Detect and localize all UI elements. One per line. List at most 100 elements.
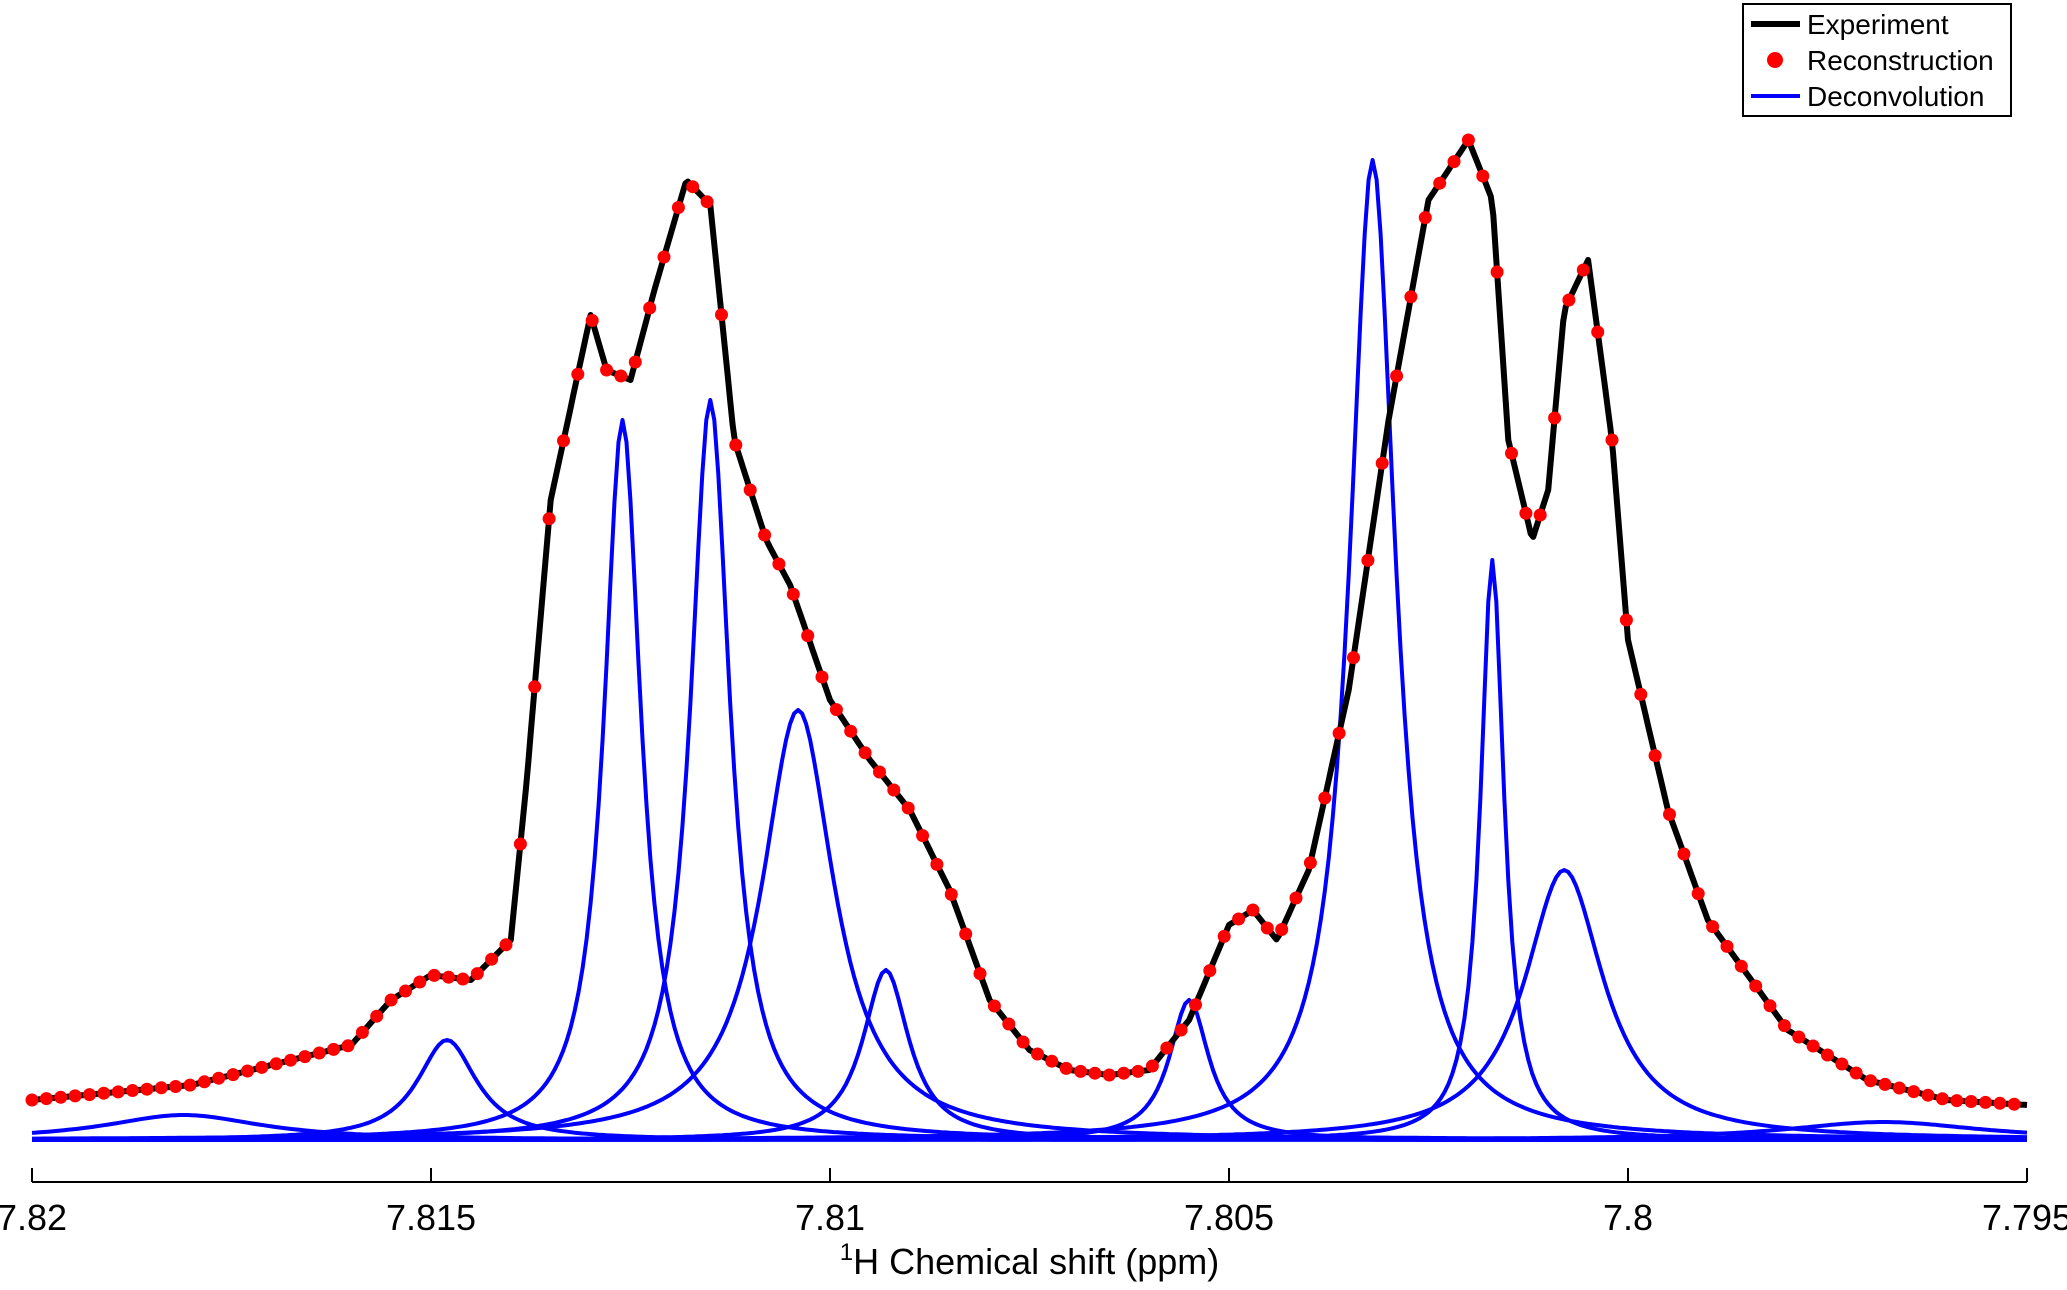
reconstruction-point-53 (772, 557, 786, 571)
reconstruction-point-128 (1849, 1066, 1863, 1080)
reconstruction-point-123 (1777, 1019, 1791, 1033)
reconstruction-point-102 (1476, 169, 1490, 183)
reconstruction-point-76 (1102, 1068, 1116, 1082)
reconstruction-point-95 (1375, 456, 1389, 470)
reconstruction-point-99 (1433, 176, 1447, 190)
reconstruction-point-5 (83, 1088, 96, 1102)
reconstruction-point-105 (1519, 506, 1533, 520)
reconstruction-point-22 (327, 1042, 341, 1056)
reconstruction-point-4 (68, 1089, 82, 1103)
reconstruction-point-59 (858, 746, 872, 760)
reconstruction-point-58 (844, 724, 858, 738)
legend: Experiment Reconstruction Deconvolution (1742, 3, 2012, 117)
reconstruction-point-32 (470, 967, 484, 981)
reconstruction-point-21 (312, 1046, 326, 1060)
reconstruction-point-94 (1361, 553, 1375, 567)
reconstruction-point-10 (154, 1081, 168, 1095)
reconstruction-point-51 (743, 483, 757, 497)
reconstruction-point-79 (1145, 1059, 1159, 1073)
reconstruction-point-112 (1619, 613, 1633, 627)
reconstruction-point-126 (1821, 1048, 1834, 1062)
x-tick-label-2: 7.815 (386, 1197, 476, 1238)
reconstruction-point-74 (1074, 1064, 1088, 1078)
reconstruction-point-36 (528, 680, 542, 694)
x-axis: 7.82 7.815 7.81 7.805 7.8 7.795 (0, 1168, 2067, 1238)
reconstruction-point-68 (987, 999, 1001, 1013)
reconstruction-point-55 (801, 629, 815, 643)
reconstruction-point-124 (1792, 1030, 1806, 1044)
reconstruction-point-65 (944, 887, 958, 901)
reconstruction-point-33 (485, 952, 499, 966)
reconstruction-point-114 (1648, 749, 1662, 763)
reconstruction-point-103 (1490, 265, 1504, 279)
reconstruction-point-86 (1246, 903, 1260, 917)
reconstruction-point-61 (887, 783, 901, 797)
reconstruction-point-18 (269, 1057, 283, 1071)
reconstruction-point-34 (499, 938, 513, 952)
legend-label-1: Experiment (1807, 9, 1949, 40)
x-tick-label-4: 7.805 (1184, 1197, 1274, 1238)
x-tick-label-6: 7.795 (1982, 1197, 2067, 1238)
reconstruction-point-136 (1964, 1095, 1978, 1108)
reconstruction-point-83 (1203, 964, 1217, 978)
reconstruction-point-38 (557, 434, 570, 448)
reconstruction-series (25, 133, 2021, 1111)
reconstruction-point-88 (1275, 923, 1289, 936)
reconstruction-point-98 (1418, 211, 1432, 225)
reconstruction-point-62 (901, 801, 915, 815)
reconstruction-point-104 (1505, 446, 1518, 460)
reconstruction-point-77 (1117, 1066, 1131, 1080)
reconstruction-point-28 (413, 975, 427, 989)
x-axis-label-text: H Chemical shift (ppm) (853, 1241, 1219, 1282)
reconstruction-point-29 (427, 968, 441, 982)
reconstruction-point-119 (1720, 939, 1734, 953)
x-axis-label: 1H Chemical shift (ppm) (840, 1239, 1219, 1282)
reconstruction-point-129 (1864, 1074, 1878, 1088)
reconstruction-point-44 (643, 301, 657, 315)
reconstruction-point-63 (916, 829, 930, 843)
reconstruction-point-132 (1907, 1085, 1921, 1099)
reconstruction-point-89 (1289, 891, 1303, 905)
reconstruction-point-64 (930, 857, 944, 871)
reconstruction-point-108 (1562, 293, 1576, 307)
reconstruction-point-15 (226, 1068, 240, 1082)
reconstruction-point-6 (97, 1086, 111, 1100)
reconstruction-point-81 (1174, 1023, 1188, 1037)
reconstruction-point-43 (628, 355, 642, 369)
reconstruction-point-120 (1734, 959, 1748, 973)
reconstruction-point-70 (1016, 1035, 1030, 1049)
reconstruction-point-42 (614, 369, 628, 383)
reconstruction-point-2 (39, 1092, 53, 1106)
reconstruction-point-85 (1232, 912, 1246, 926)
reconstruction-point-91 (1318, 791, 1332, 805)
legend-label-3: Deconvolution (1807, 81, 1984, 112)
reconstruction-point-84 (1217, 929, 1231, 943)
reconstruction-point-137 (1979, 1095, 1992, 1109)
reconstruction-point-113 (1634, 687, 1648, 701)
reconstruction-point-96 (1390, 369, 1404, 383)
x-tick-label-1: 7.82 (0, 1197, 67, 1238)
x-axis-label-superscript: 1 (840, 1239, 853, 1266)
reconstruction-point-35 (513, 837, 527, 851)
legend-label-2: Reconstruction (1807, 45, 1994, 76)
reconstruction-point-115 (1663, 807, 1676, 821)
reconstruction-point-20 (298, 1050, 312, 1064)
reconstruction-point-135 (1950, 1094, 1964, 1108)
reconstruction-point-50 (729, 438, 743, 452)
reconstruction-point-41 (600, 363, 614, 377)
reconstruction-point-17 (255, 1060, 269, 1074)
reconstruction-point-107 (1548, 411, 1562, 425)
reconstruction-point-87 (1260, 921, 1274, 935)
reconstruction-point-69 (1002, 1017, 1016, 1031)
reconstruction-point-11 (169, 1080, 183, 1093)
reconstruction-point-30 (442, 970, 456, 984)
reconstruction-point-138 (1993, 1096, 2007, 1110)
reconstruction-point-37 (542, 512, 556, 526)
reconstruction-point-27 (399, 984, 412, 998)
reconstruction-point-60 (873, 765, 886, 779)
reconstruction-point-67 (973, 967, 987, 981)
reconstruction-point-1 (25, 1093, 39, 1107)
reconstruction-point-121 (1749, 979, 1763, 993)
reconstruction-point-90 (1303, 856, 1317, 870)
